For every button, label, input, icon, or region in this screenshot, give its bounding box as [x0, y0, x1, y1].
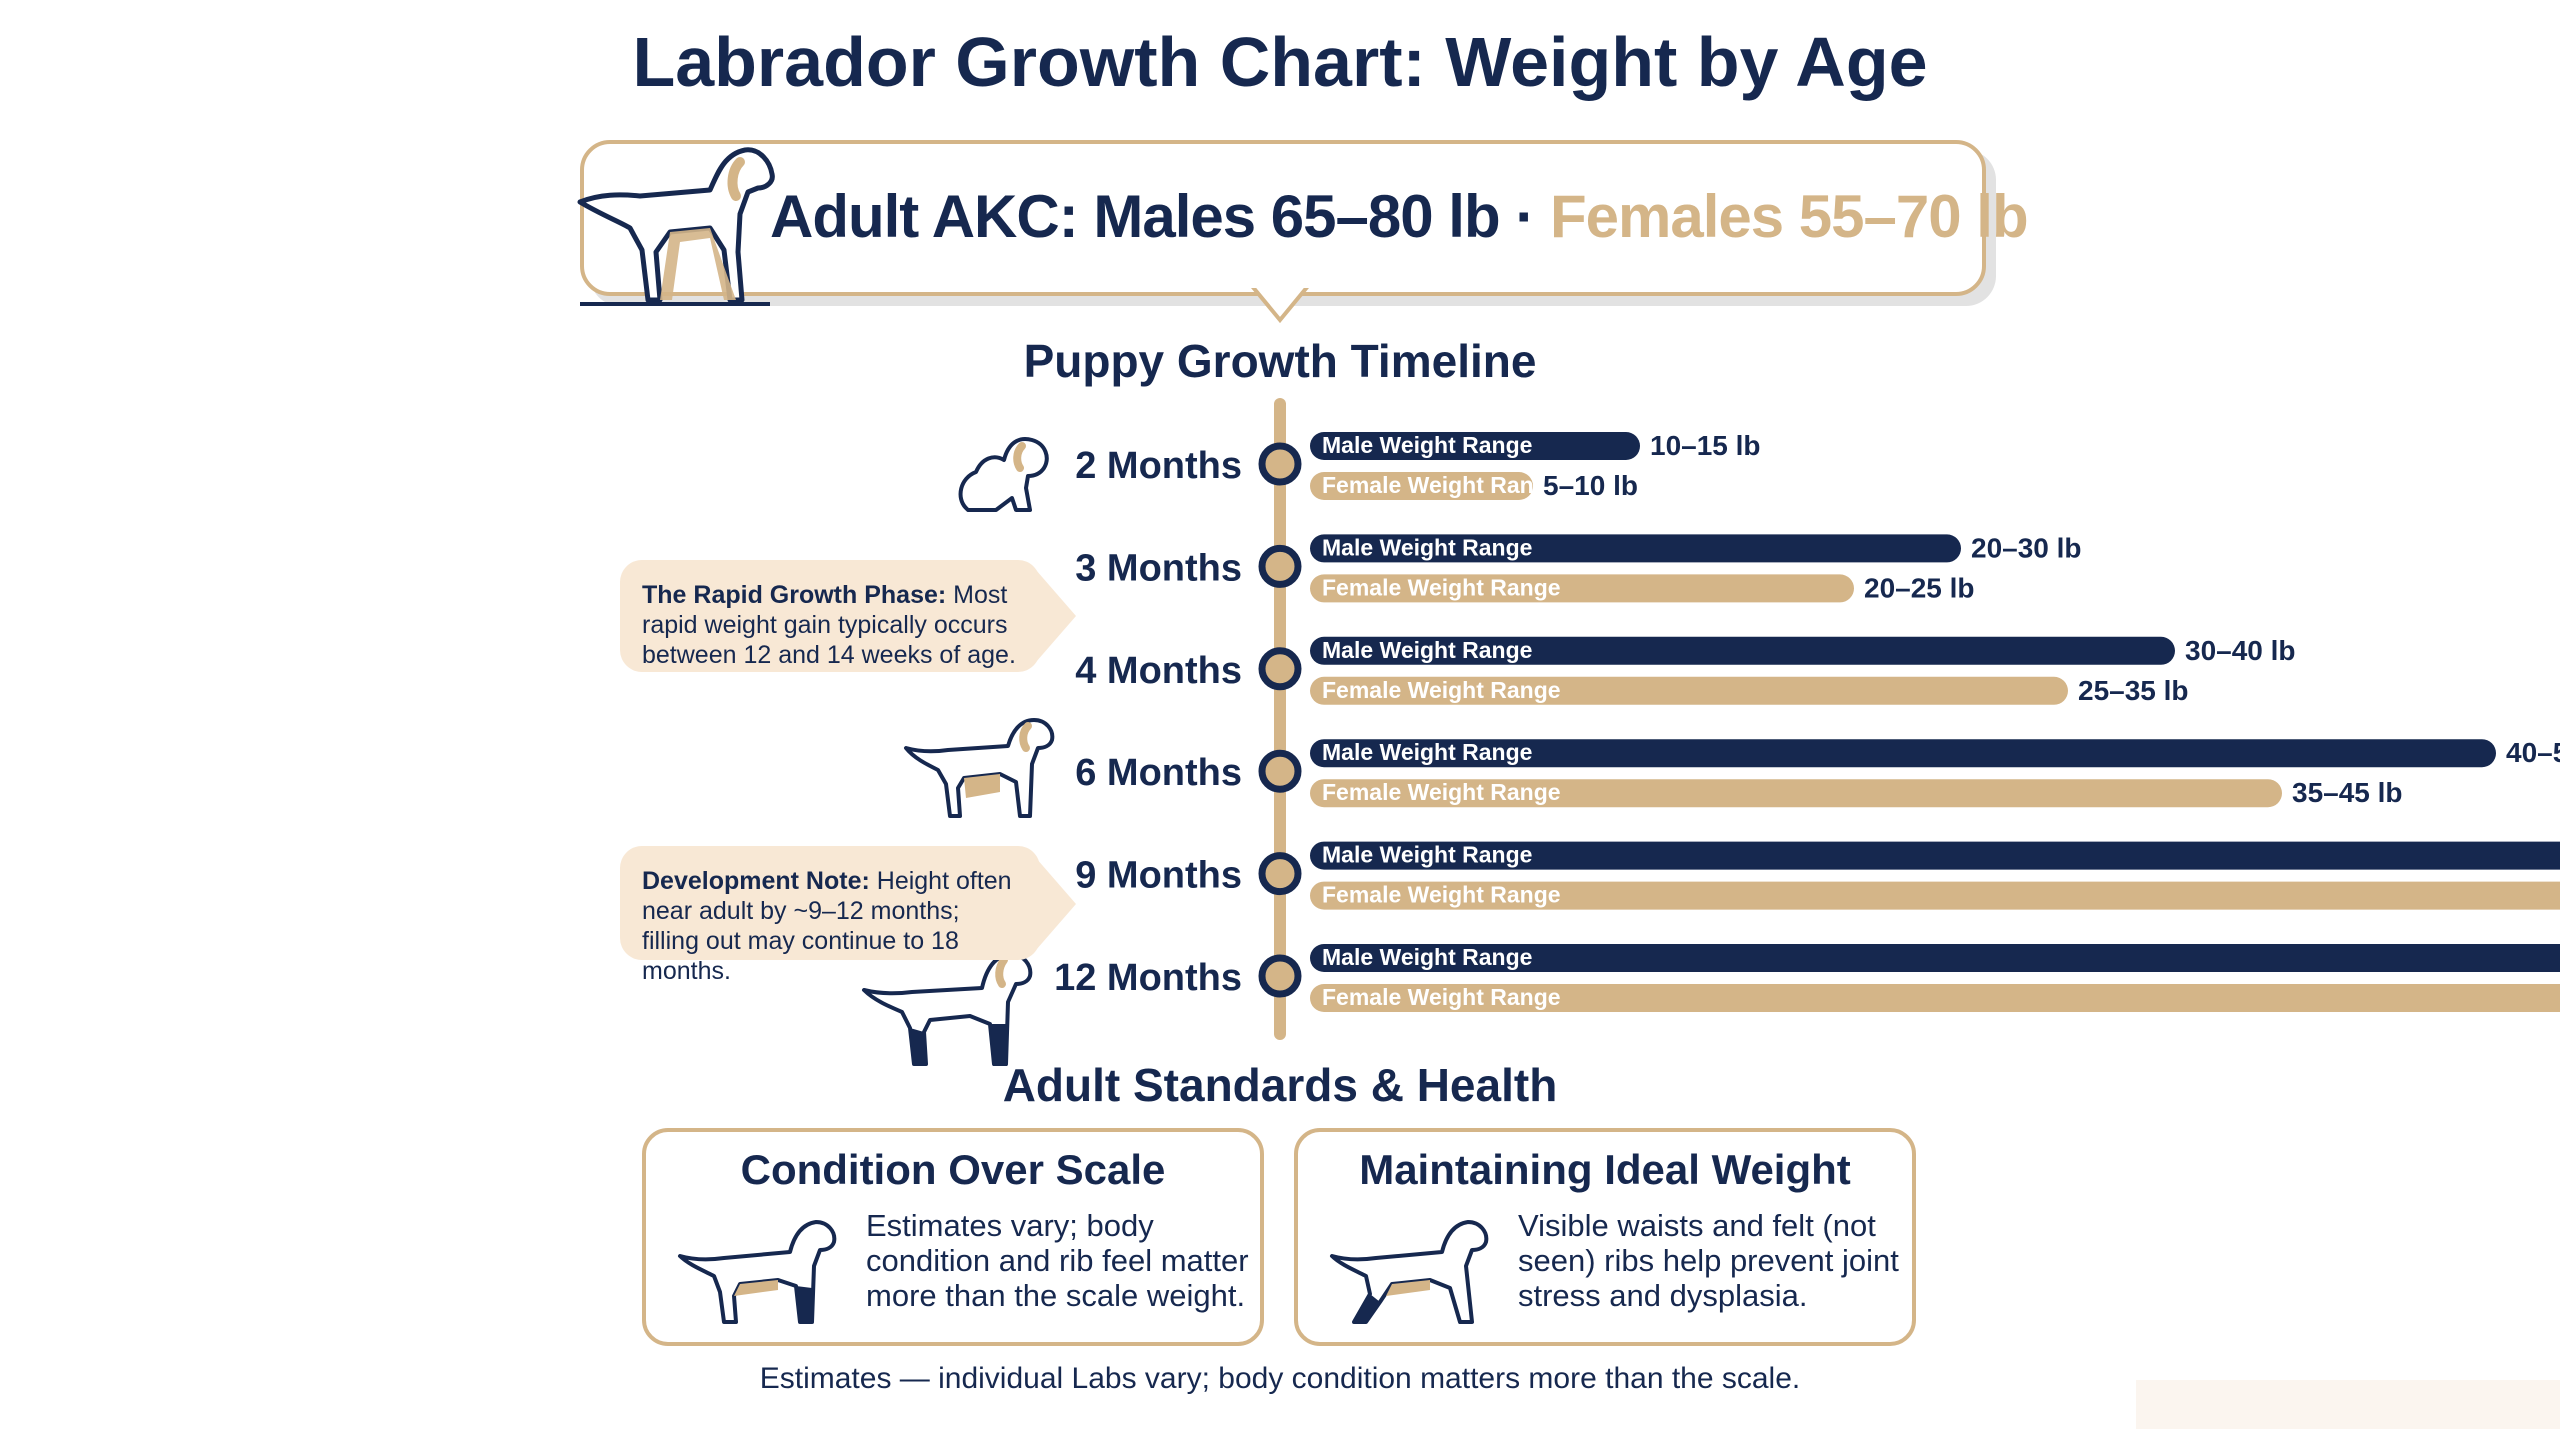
timeline-marker: [1258, 852, 1302, 896]
series-name-label: Female Weight Range: [1322, 779, 1561, 805]
footer-note: Estimates — individual Labs vary; body c…: [759, 1362, 1801, 1395]
timeline-title: Puppy Growth Timeline: [1023, 335, 1537, 387]
card-body: Visible waists and felt (not seen) ribs …: [1518, 1208, 1899, 1313]
timeline-marker: [1258, 954, 1302, 998]
card-body: Estimates vary; body condition and rib f…: [866, 1208, 1249, 1313]
corner-strip: [2136, 1380, 2560, 1429]
series-name-label: Male Weight Range: [1322, 637, 1532, 663]
males-standard: Adult AKC: Males 65–80 lb: [770, 183, 1501, 250]
development-note-callout: Development Note: Height often near adul…: [620, 846, 1040, 985]
weight-value-label: 20–25 lb: [1864, 572, 1975, 603]
adult-standard-text: Adult AKC: Males 65–80 lb · Females 55–7…: [770, 182, 2029, 251]
weight-value-label: 5–10 lb: [1543, 470, 1638, 501]
weight-value-label: 20–30 lb: [1971, 532, 2082, 563]
dog-icon: [678, 1220, 837, 1324]
weight-value-label: 40–55 lb: [2506, 737, 2560, 768]
timeline-marker: [1258, 442, 1302, 486]
age-label: 4 Months: [1075, 650, 1242, 692]
weight-bar: [1310, 432, 1640, 460]
puppy-sitting-icon: [958, 437, 1049, 512]
weight-bar: [1310, 574, 1854, 603]
age-label: 12 Months: [1054, 957, 1242, 999]
dog-walking-icon: [1330, 1220, 1489, 1324]
young-dog-icon: [904, 718, 1055, 818]
standards-title: Adult Standards & Health: [1002, 1059, 1558, 1111]
weight-bar: [1310, 881, 2560, 910]
series-name-label: Female Weight Range: [1322, 574, 1561, 600]
weight-value-label: 10–15 lb: [1650, 430, 1761, 461]
series-name-label: Female Weight Range: [1322, 882, 1561, 908]
weight-bar: [1310, 779, 2282, 808]
age-label: 9 Months: [1075, 855, 1242, 897]
timeline-marker: [1258, 544, 1302, 588]
banner-separator: ·: [1515, 183, 1535, 250]
card-title: Condition Over Scale: [740, 1146, 1166, 1193]
callout-pointer: [1036, 570, 1076, 662]
adult-dog-icon: [577, 147, 775, 306]
weight-value-label: 30–40 lb: [2185, 635, 2296, 666]
series-name-label: Female Weight Range: [1322, 472, 1561, 498]
females-standard: Females 55–70 lb: [1549, 183, 2029, 250]
weight-bar: [1310, 472, 1533, 500]
callout-heading: The Rapid Growth Phase:: [642, 581, 947, 609]
weight-value-label: 25–35 lb: [2078, 675, 2189, 706]
series-name-label: Female Weight Range: [1322, 677, 1561, 703]
timeline-marker: [1258, 647, 1302, 691]
series-name-label: Male Weight Range: [1322, 944, 1532, 970]
weight-bar: [1310, 636, 2175, 665]
timeline-marker: [1258, 749, 1302, 793]
callout-heading: Development Note:: [642, 867, 870, 895]
weight-bar: [1310, 676, 2068, 705]
age-label: 3 Months: [1075, 547, 1242, 589]
weight-bar: [1310, 841, 2560, 870]
ideal-weight-card: Maintaining Ideal Weight Visible waists …: [1294, 1128, 1916, 1346]
series-name-label: Male Weight Range: [1322, 842, 1532, 868]
callout-body: Most rapid weight gain typically occurs …: [642, 581, 1016, 669]
weight-bar: [1310, 739, 2496, 768]
series-name-label: Male Weight Range: [1322, 432, 1532, 458]
condition-card: Condition Over Scale Estimates vary; bod…: [642, 1128, 1264, 1346]
adult-standard-banner: [580, 140, 1986, 296]
series-name-label: Male Weight Range: [1322, 534, 1532, 560]
age-label: 2 Months: [1075, 445, 1242, 487]
callout-pointer: [1036, 858, 1076, 950]
card-title: Maintaining Ideal Weight: [1359, 1146, 1851, 1193]
banner-pointer: [1250, 284, 1310, 324]
age-label: 6 Months: [1075, 752, 1242, 794]
callout-body: Height often near adult by ~9–12 months;…: [642, 867, 1012, 985]
adult-dog-standing-icon: [862, 952, 1033, 1066]
series-name-label: Female Weight Range: [1322, 984, 1561, 1010]
weight-bar: [1310, 944, 2560, 972]
weight-bar: [1310, 534, 1961, 563]
page-title: Labrador Growth Chart: Weight by Age: [632, 23, 1928, 101]
weight-bar: [1310, 984, 2560, 1012]
series-name-label: Male Weight Range: [1322, 739, 1532, 765]
weight-value-label: 35–45 lb: [2292, 777, 2403, 808]
rapid-growth-callout: The Rapid Growth Phase: Most rapid weigh…: [620, 560, 1040, 672]
